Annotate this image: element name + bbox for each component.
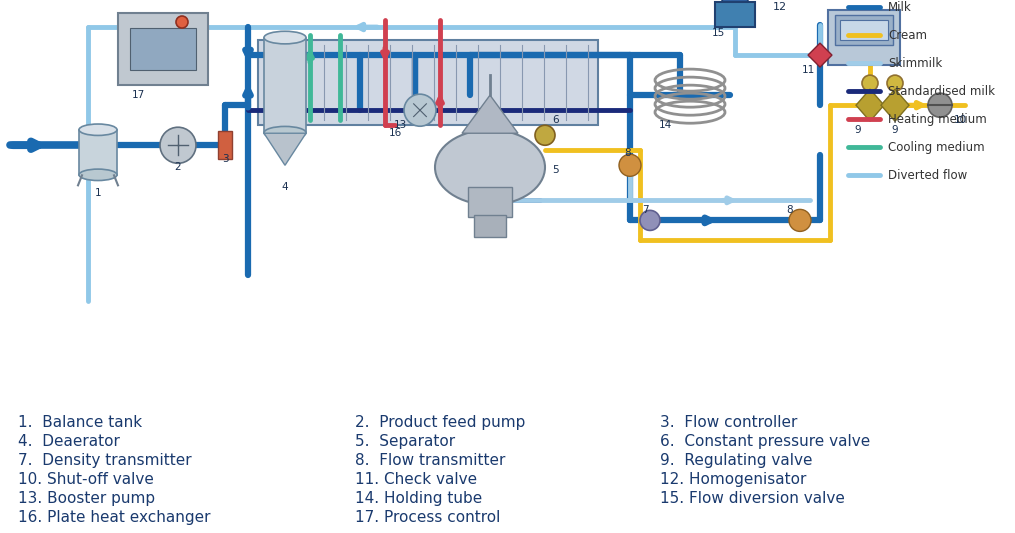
- Text: 9: 9: [855, 125, 862, 135]
- Ellipse shape: [435, 130, 545, 205]
- Bar: [130, 28, 196, 70]
- Polygon shape: [808, 43, 832, 67]
- Text: 8: 8: [787, 205, 794, 215]
- Text: 15: 15: [712, 28, 725, 38]
- Text: 11. Check valve: 11. Check valve: [355, 472, 477, 487]
- Circle shape: [928, 93, 952, 117]
- Ellipse shape: [79, 169, 117, 181]
- Text: 8: 8: [624, 148, 631, 158]
- Text: 8.  Flow transmitter: 8. Flow transmitter: [355, 453, 505, 468]
- Text: 7: 7: [641, 205, 649, 215]
- Text: 13. Booster pump: 13. Booster pump: [18, 491, 155, 506]
- Ellipse shape: [264, 31, 306, 44]
- Text: 13: 13: [394, 120, 407, 130]
- Text: 6.  Constant pressure valve: 6. Constant pressure valve: [660, 434, 870, 449]
- Text: Standardised milk: Standardised milk: [888, 85, 995, 98]
- Text: 11: 11: [802, 65, 815, 75]
- Text: 17. Process control: 17. Process control: [355, 510, 500, 525]
- Circle shape: [176, 16, 188, 28]
- Text: 7.  Density transmitter: 7. Density transmitter: [18, 453, 192, 468]
- Circle shape: [640, 211, 660, 230]
- Circle shape: [535, 125, 555, 146]
- Circle shape: [619, 154, 641, 176]
- Text: 10: 10: [953, 115, 966, 125]
- Text: 14: 14: [659, 120, 672, 130]
- Text: 2.  Product feed pump: 2. Product feed pump: [355, 415, 526, 430]
- Circle shape: [721, 0, 749, 9]
- Text: Cooling medium: Cooling medium: [888, 141, 985, 154]
- Text: 5.  Separator: 5. Separator: [355, 434, 455, 449]
- Circle shape: [789, 209, 811, 231]
- Circle shape: [887, 75, 903, 91]
- Text: 1.  Balance tank: 1. Balance tank: [18, 415, 142, 430]
- Text: 17: 17: [131, 90, 144, 100]
- Text: 12. Homogenisator: 12. Homogenisator: [660, 472, 806, 487]
- Text: Skimmilk: Skimmilk: [888, 56, 942, 70]
- Text: 2: 2: [175, 162, 182, 172]
- Circle shape: [160, 127, 196, 163]
- Circle shape: [404, 94, 436, 126]
- Bar: [468, 187, 512, 217]
- Text: 3.  Flow controller: 3. Flow controller: [660, 415, 798, 430]
- Bar: [828, 10, 900, 65]
- Polygon shape: [264, 133, 306, 165]
- Text: 3: 3: [221, 154, 228, 164]
- Text: 4: 4: [282, 182, 288, 192]
- Text: 10. Shut-off valve: 10. Shut-off valve: [18, 472, 154, 487]
- Text: Diverted flow: Diverted flow: [888, 169, 967, 182]
- Polygon shape: [881, 89, 909, 121]
- Text: Heating medium: Heating medium: [888, 112, 987, 126]
- Text: 6: 6: [553, 115, 559, 125]
- Ellipse shape: [79, 124, 117, 135]
- Bar: [264, 37, 306, 133]
- Bar: [118, 13, 208, 85]
- Text: 16. Plate heat exchanger: 16. Plate heat exchanger: [18, 510, 210, 525]
- Bar: [835, 15, 893, 45]
- Polygon shape: [462, 95, 518, 133]
- Bar: [218, 131, 232, 159]
- Text: Milk: Milk: [888, 1, 911, 13]
- Text: 1: 1: [94, 188, 102, 198]
- Text: Cream: Cream: [888, 29, 927, 42]
- Bar: [258, 40, 598, 125]
- Bar: [715, 2, 755, 27]
- Text: 12: 12: [773, 2, 787, 12]
- Text: 15. Flow diversion valve: 15. Flow diversion valve: [660, 491, 844, 506]
- Circle shape: [862, 75, 878, 91]
- Bar: [840, 20, 888, 40]
- Bar: [79, 130, 117, 175]
- Ellipse shape: [264, 126, 306, 139]
- Text: 9.  Regulating valve: 9. Regulating valve: [660, 453, 812, 468]
- Text: 5: 5: [553, 165, 559, 175]
- Bar: [474, 215, 506, 237]
- Text: 14. Holding tube: 14. Holding tube: [355, 491, 482, 506]
- Text: 9: 9: [892, 125, 898, 135]
- Text: 16: 16: [389, 128, 402, 138]
- Polygon shape: [856, 89, 884, 121]
- Text: 4.  Deaerator: 4. Deaerator: [18, 434, 120, 449]
